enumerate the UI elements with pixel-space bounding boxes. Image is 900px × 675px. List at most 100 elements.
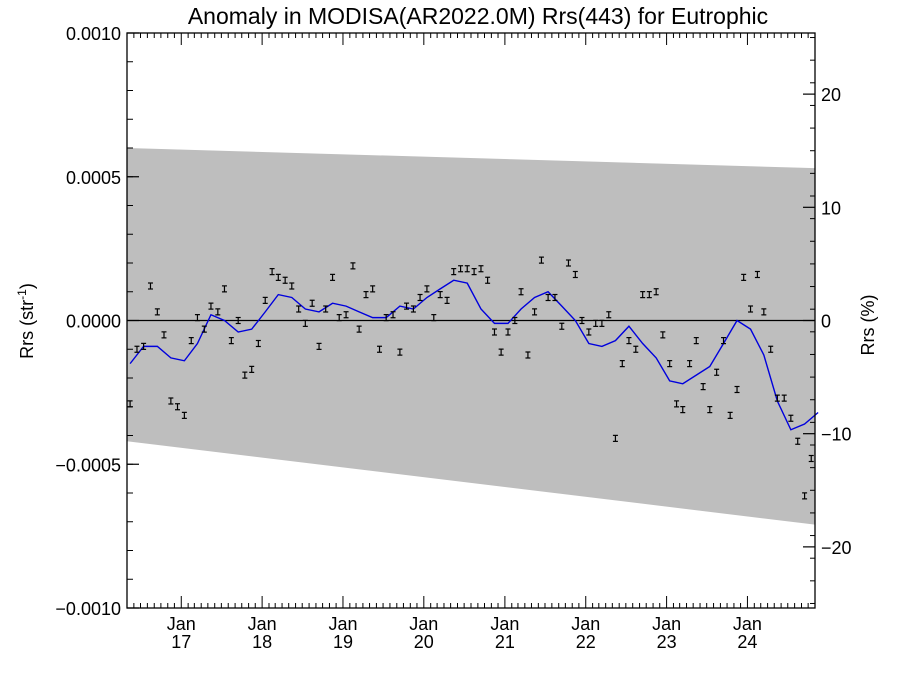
data-point <box>606 311 612 319</box>
data-point <box>761 308 767 316</box>
right-tick-label: −10 <box>821 425 852 445</box>
data-point <box>525 351 531 359</box>
x-tick-label-year: 23 <box>657 632 677 652</box>
x-tick-label-month: Jan <box>167 614 196 634</box>
right-tick-label: 10 <box>821 198 841 218</box>
data-point <box>619 360 625 368</box>
right-y-axis: 20 10 0 −10 −20 <box>803 37 852 604</box>
data-point <box>134 345 140 353</box>
data-point <box>478 265 484 273</box>
data-point <box>626 337 632 345</box>
right-tick-label: −20 <box>821 538 852 558</box>
data-point <box>781 394 787 402</box>
data-point <box>774 394 780 402</box>
data-point <box>175 403 181 411</box>
data-point <box>552 293 558 302</box>
data-point <box>444 296 450 304</box>
data-point <box>653 288 659 296</box>
data-point <box>788 414 794 422</box>
x-tick-label-month: Jan <box>571 614 600 634</box>
data-point <box>471 268 477 276</box>
data-point <box>410 305 416 313</box>
right-axis-label: Rrs (%) <box>858 295 878 356</box>
data-point <box>680 406 686 414</box>
data-point <box>194 314 200 322</box>
data-point <box>424 285 430 293</box>
data-point <box>302 319 308 327</box>
data-point <box>512 316 518 325</box>
data-point <box>221 285 227 293</box>
data-point <box>154 308 160 316</box>
data-point <box>748 305 754 313</box>
data-point <box>700 383 706 391</box>
data-point <box>390 311 396 319</box>
data-point <box>370 285 376 293</box>
left-tick-label: −0.0010 <box>55 599 121 619</box>
right-tick-label: 20 <box>821 85 841 105</box>
data-point <box>404 302 410 310</box>
left-tick-label: 0.0000 <box>66 312 121 332</box>
data-point <box>262 296 268 304</box>
data-point <box>431 314 437 322</box>
data-point <box>586 328 592 336</box>
data-point <box>795 437 801 445</box>
data-point <box>532 308 538 316</box>
data-point <box>417 293 423 302</box>
data-point <box>518 288 524 296</box>
left-tick-label: 0.0010 <box>66 24 121 44</box>
data-point <box>593 319 599 327</box>
data-point <box>147 282 153 290</box>
data-point <box>383 314 389 322</box>
data-point <box>242 371 248 379</box>
data-point <box>228 337 234 345</box>
x-tick-label-month: Jan <box>248 614 277 634</box>
plot-area <box>126 32 819 609</box>
data-point <box>451 268 457 276</box>
data-point <box>282 276 288 284</box>
data-point <box>201 325 207 333</box>
smoothed-series-line <box>129 279 819 431</box>
data-point <box>356 325 362 333</box>
data-point <box>289 282 295 290</box>
data-point <box>667 360 673 368</box>
x-tick-label-year: 18 <box>252 632 272 652</box>
x-tick-label-month: Jan <box>733 614 762 634</box>
data-point <box>309 299 315 307</box>
data-point <box>350 262 356 270</box>
data-point <box>714 368 720 376</box>
data-point <box>296 305 302 313</box>
left-tick-label: −0.0005 <box>55 455 121 475</box>
data-point <box>323 305 329 313</box>
data-point <box>141 342 147 350</box>
left-y-axis: 0.0010 0.0005 0.0000 −0.0005 −0.0010 <box>55 24 139 619</box>
data-point <box>660 331 666 339</box>
data-point <box>612 434 618 442</box>
data-point <box>336 314 342 322</box>
x-tick-label-year: 19 <box>333 632 353 652</box>
data-point <box>693 337 699 345</box>
data-point <box>640 291 646 299</box>
x-tick-label-month: Jan <box>490 614 519 634</box>
data-point <box>397 348 403 356</box>
data-point <box>464 265 470 273</box>
data-point <box>768 345 774 353</box>
data-points <box>127 256 814 500</box>
x-tick-label-year: 21 <box>495 632 515 652</box>
x-tick-label-month: Jan <box>328 614 357 634</box>
data-point <box>316 342 322 350</box>
data-point <box>741 273 747 281</box>
data-point <box>491 328 497 336</box>
uncertainty-band <box>127 148 815 525</box>
data-point <box>215 308 221 316</box>
data-point <box>330 273 336 281</box>
data-point <box>181 411 187 419</box>
right-tick-label: 0 <box>821 312 831 332</box>
data-point <box>437 291 443 299</box>
left-axis-label: Rrs (str-1) <box>15 283 37 359</box>
data-point <box>754 270 760 279</box>
data-point <box>363 291 369 299</box>
data-point <box>808 454 814 463</box>
data-point <box>559 322 565 330</box>
